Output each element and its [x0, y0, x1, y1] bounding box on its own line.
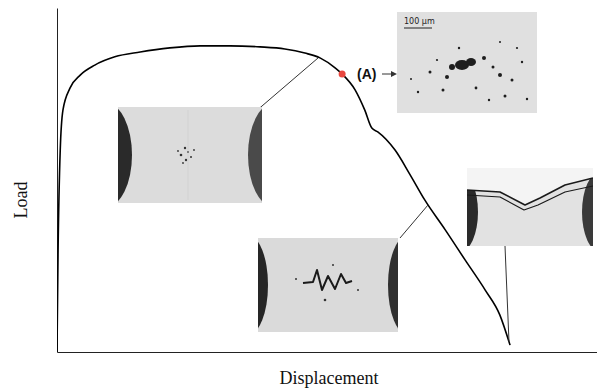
crack: [467, 186, 593, 210]
void: [492, 66, 495, 69]
void: [504, 95, 507, 98]
void: [357, 289, 359, 291]
void: [182, 162, 184, 164]
void: [185, 159, 187, 161]
void: [295, 278, 297, 280]
void: [498, 73, 502, 77]
void: [193, 149, 195, 151]
void: [324, 299, 327, 302]
fracture-gap: [467, 168, 593, 205]
scale-label: 100 μm: [404, 17, 435, 26]
void: [190, 156, 192, 158]
inset-voids-content: [118, 107, 262, 203]
void: [526, 98, 528, 100]
annotation-label: (A): [357, 66, 376, 82]
void: [436, 59, 438, 61]
highlight-point: [339, 71, 346, 78]
void: [511, 79, 514, 82]
void: [177, 150, 179, 152]
leader-line: [400, 205, 428, 238]
inset-a-content: [397, 12, 537, 113]
inset-crack-content: [258, 238, 398, 332]
inset-voids: [80, 103, 300, 207]
chart: Displacement Load 100 μm (A): [0, 0, 597, 391]
inset-background: [467, 168, 593, 246]
leader-line: [255, 58, 318, 112]
void: [466, 58, 476, 66]
inset-background: [397, 12, 537, 113]
inset-a: [397, 12, 537, 113]
void: [410, 78, 412, 80]
crack: [303, 270, 352, 290]
void: [499, 41, 501, 43]
specimen-axis: [188, 110, 189, 200]
specimen-notch: [118, 107, 132, 203]
crack: [467, 178, 593, 205]
axis-line: [58, 352, 597, 353]
inset-background: [118, 107, 262, 203]
void: [429, 71, 432, 74]
scale-bar: [404, 28, 432, 29]
leader-line: [505, 246, 509, 342]
void: [417, 91, 419, 93]
y-axis-title: Load: [11, 182, 31, 219]
specimen-notch: [582, 172, 593, 246]
inset-fracture-content: [467, 168, 593, 246]
void: [488, 99, 490, 101]
void: [482, 56, 486, 60]
specimen-notch: [388, 238, 398, 332]
x-axis-title: Displacement: [280, 368, 379, 388]
void: [445, 75, 449, 79]
void: [458, 47, 460, 49]
void: [516, 47, 518, 49]
inset-crack: [228, 235, 428, 335]
void: [442, 89, 445, 92]
void: [180, 154, 183, 157]
specimen-notch: [248, 107, 262, 203]
void: [332, 264, 334, 266]
void: [449, 64, 455, 70]
void: [521, 61, 523, 63]
x-axis: [58, 352, 597, 353]
inset-fracture: [442, 168, 597, 252]
inset-background: [258, 238, 398, 332]
arrow-head: [391, 71, 397, 77]
void: [184, 147, 186, 149]
specimen-notch: [258, 238, 268, 332]
void: [475, 87, 478, 90]
